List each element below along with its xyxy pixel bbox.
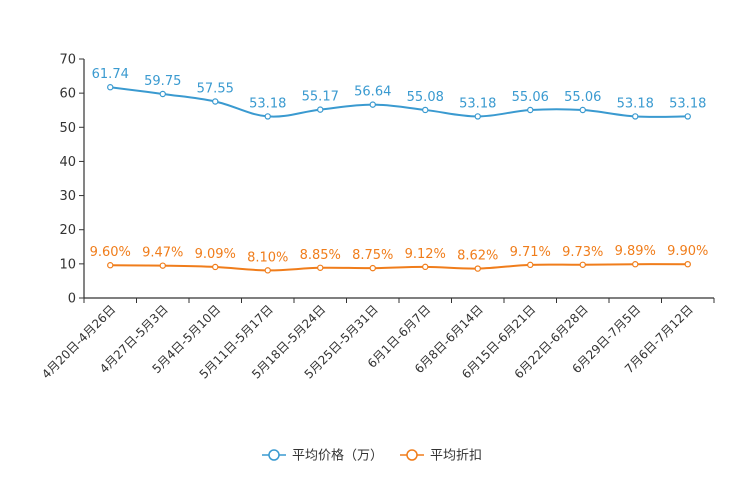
data-point[interactable]	[632, 113, 639, 120]
data-point[interactable]	[422, 106, 429, 114]
series-layer: 61.74 59.75 57.55 53.18 55.17 56.64 55.08 53.18…	[90, 67, 708, 274]
data-label: 55.17	[302, 90, 339, 105]
data-label: 9.73%	[562, 245, 603, 260]
data-point[interactable]	[422, 263, 429, 271]
data-label: 9.09%	[195, 247, 236, 262]
data-point[interactable]	[159, 90, 166, 98]
y-tick-label: 50	[59, 121, 76, 136]
series-avg-price: 61.74 59.75 57.55 53.18 55.17 56.64 55.08 53.18…	[92, 67, 706, 120]
y-axis-ticks: 0 10 20 30 40 50 60 70	[59, 53, 84, 307]
data-point[interactable]	[369, 101, 376, 108]
series-avg-discount: 9.60% 9.47% 9.09% 8.10% 8.85% 8.75% 9.12% 8.62%…	[90, 244, 708, 274]
legend-circle-marker	[406, 449, 418, 461]
series-line	[110, 86, 688, 118]
data-label: 53.18	[669, 96, 706, 111]
data-label: 56.64	[354, 85, 391, 100]
y-tick-label: 0	[68, 292, 76, 307]
data-label: 8.75%	[352, 248, 393, 263]
data-point[interactable]	[107, 262, 114, 269]
legend-circle-marker	[268, 449, 280, 461]
data-label: 55.06	[564, 90, 601, 105]
data-label: 9.71%	[510, 245, 551, 260]
data-label: 59.75	[144, 74, 181, 89]
y-tick-label: 30	[59, 189, 76, 204]
data-point[interactable]	[107, 84, 114, 91]
data-point[interactable]	[579, 106, 586, 114]
data-point[interactable]	[632, 261, 639, 268]
x-axis-ticks: 4月20日-4月26日4月27日-5月3日5月4日-5月10日5月11日-5月1…	[39, 298, 715, 382]
data-point[interactable]	[579, 261, 586, 268]
data-label: 53.18	[617, 96, 654, 111]
y-tick-label: 60	[59, 87, 76, 102]
data-label: 9.12%	[405, 247, 446, 262]
data-label: 55.06	[512, 90, 549, 105]
y-tick-label: 40	[59, 155, 76, 170]
data-point[interactable]	[317, 264, 324, 271]
data-point[interactable]	[264, 267, 271, 274]
legend-item-avg-price[interactable]: 平均价格（万）	[262, 448, 383, 464]
data-point[interactable]	[527, 106, 534, 114]
data-label: 57.55	[197, 82, 234, 97]
data-label: 8.10%	[247, 250, 288, 265]
data-point[interactable]	[684, 113, 691, 120]
data-point[interactable]	[527, 261, 534, 269]
data-point[interactable]	[684, 260, 691, 268]
y-tick-label: 20	[59, 223, 76, 238]
legend: 平均价格（万） 平均折扣	[262, 448, 482, 464]
data-label: 61.74	[92, 67, 129, 82]
data-label: 9.60%	[90, 245, 131, 260]
data-point[interactable]	[159, 262, 166, 269]
legend-label: 平均价格（万）	[292, 448, 383, 464]
y-tick-label: 10	[59, 257, 76, 272]
data-label: 9.47%	[142, 246, 183, 261]
axes	[83, 59, 714, 299]
data-label: 53.18	[249, 96, 286, 111]
data-point[interactable]	[212, 263, 219, 271]
series-line	[110, 263, 688, 272]
y-tick-label: 70	[59, 53, 76, 68]
data-label: 9.90%	[667, 244, 708, 259]
data-point[interactable]	[474, 113, 481, 120]
data-label: 9.89%	[615, 244, 656, 259]
data-label: 53.18	[459, 96, 496, 111]
data-point[interactable]	[264, 113, 271, 120]
legend-label: 平均折扣	[430, 449, 482, 464]
data-point[interactable]	[317, 106, 324, 113]
data-label: 55.08	[407, 90, 444, 105]
data-point[interactable]	[212, 98, 219, 105]
data-point[interactable]	[369, 264, 376, 272]
data-label: 8.85%	[300, 248, 341, 263]
data-point[interactable]	[474, 265, 481, 272]
legend-item-avg-discount[interactable]: 平均折扣	[400, 449, 482, 464]
data-label: 8.62%	[457, 249, 498, 264]
